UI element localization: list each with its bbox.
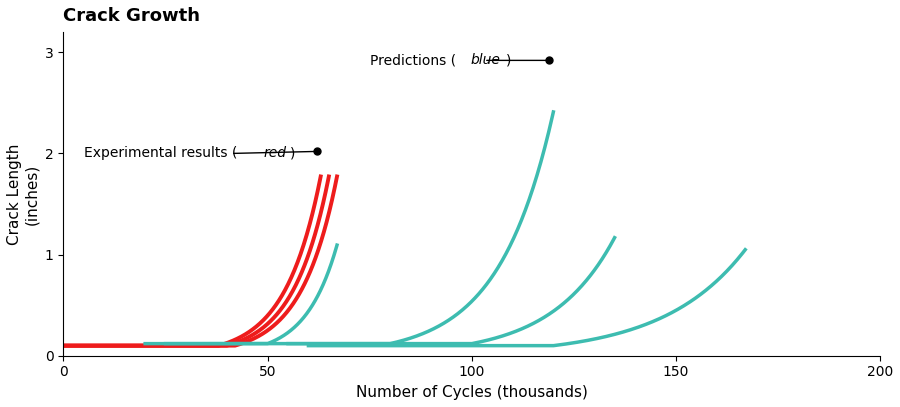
Text: Experimental results (: Experimental results ( (84, 147, 238, 160)
Text: ): ) (291, 147, 296, 160)
Text: Predictions (: Predictions ( (370, 53, 455, 68)
Text: blue: blue (471, 53, 500, 68)
Y-axis label: Crack Length
(inches): Crack Length (inches) (7, 143, 40, 245)
Text: Crack Growth: Crack Growth (64, 7, 201, 25)
Text: ): ) (506, 53, 511, 68)
Text: red: red (264, 147, 286, 160)
X-axis label: Number of Cycles (thousands): Number of Cycles (thousands) (356, 385, 588, 400)
